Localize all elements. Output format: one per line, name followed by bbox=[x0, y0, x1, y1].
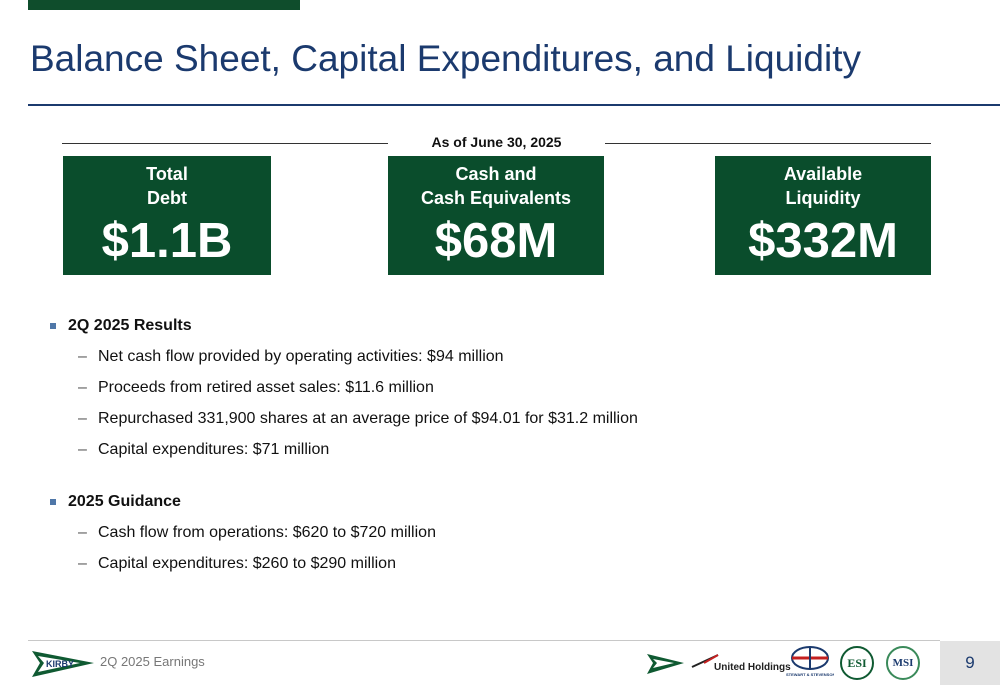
kirby-flag-logo bbox=[647, 654, 684, 674]
guidance-list: – Cash flow from operations: $620 to $720… bbox=[50, 524, 436, 573]
stewart-stevenson-logo: STEWART & STEVENSON bbox=[786, 645, 834, 681]
stewart-emblem-icon bbox=[791, 646, 829, 670]
footer-label: 2Q 2025 Earnings bbox=[100, 654, 205, 669]
title-divider bbox=[28, 104, 1000, 106]
cash-card: Cash and Cash Equivalents $68M bbox=[388, 156, 604, 275]
total-debt-value: $1.1B bbox=[101, 214, 233, 268]
list-item: – Cash flow from operations: $620 to $720… bbox=[78, 524, 436, 541]
total-debt-label: Total Debt bbox=[146, 164, 188, 208]
united-swoosh-icon bbox=[691, 654, 719, 668]
subsidiary-logos: United Holdings STEWART & STEVENSON ESI … bbox=[646, 645, 936, 681]
page-title: Balance Sheet, Capital Expenditures, and… bbox=[30, 38, 861, 79]
page-number: 9 bbox=[965, 653, 975, 672]
svg-text:KIRBY: KIRBY bbox=[46, 659, 74, 669]
list-item: – Net cash flow provided by operating act… bbox=[78, 348, 504, 365]
as-of-label: As of June 30, 2025 bbox=[431, 134, 562, 150]
list-item: – Capital expenditures: $71 million bbox=[78, 441, 330, 458]
united-holdings-logo: United Holdings bbox=[690, 649, 791, 679]
cash-value: $68M bbox=[434, 214, 558, 268]
guidance-section: 2025 Guidance – Cash flow from operations… bbox=[50, 493, 436, 573]
results-heading: 2Q 2025 Results bbox=[50, 317, 638, 335]
page-number-box: 9 bbox=[940, 641, 1000, 685]
list-item: – Capital expenditures: $260 to $290 mill… bbox=[78, 555, 396, 572]
results-list: – Net cash flow provided by operating act… bbox=[50, 348, 638, 459]
square-bullet-icon bbox=[50, 323, 56, 329]
liquidity-label: Available Liquidity bbox=[783, 164, 863, 208]
square-bullet-icon bbox=[50, 499, 56, 505]
liquidity-value: $332M bbox=[748, 214, 898, 268]
top-accent-bar bbox=[28, 0, 300, 10]
total-debt-card: Total Debt $1.1B bbox=[63, 156, 271, 275]
list-item: – Proceeds from retired asset sales: $11.… bbox=[78, 379, 434, 396]
msi-logo: MSI bbox=[886, 646, 920, 680]
list-item: – Repurchased 331,900 shares at an averag… bbox=[78, 410, 638, 427]
esi-logo: ESI bbox=[840, 646, 874, 680]
liquidity-card: Available Liquidity $332M bbox=[715, 156, 931, 275]
as-of-line-right bbox=[605, 143, 931, 144]
results-section: 2Q 2025 Results – Net cash flow provided … bbox=[50, 317, 638, 459]
kirby-logo: KIRBY bbox=[32, 651, 94, 677]
cash-label: Cash and Cash Equivalents bbox=[420, 164, 572, 208]
footer-divider bbox=[28, 640, 940, 641]
guidance-heading: 2025 Guidance bbox=[50, 493, 436, 511]
as-of-line-left bbox=[62, 143, 388, 144]
